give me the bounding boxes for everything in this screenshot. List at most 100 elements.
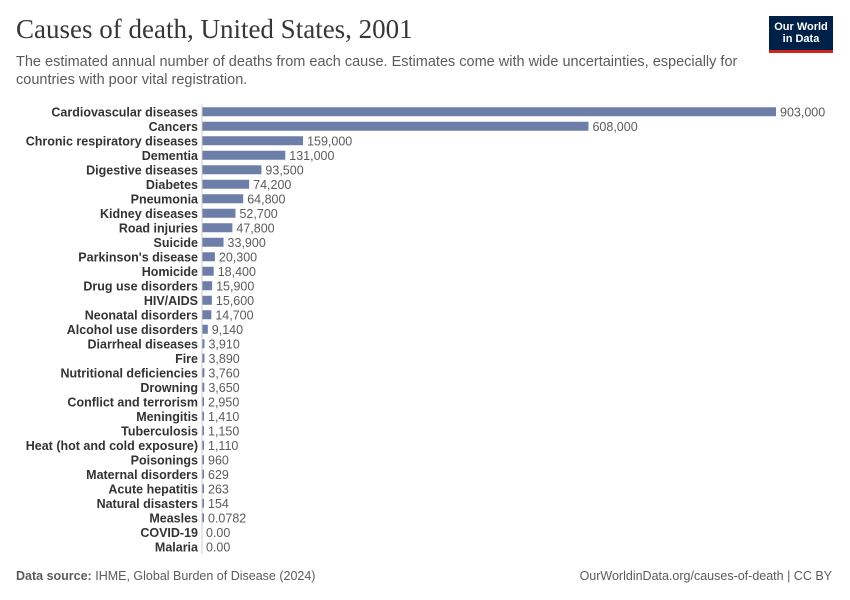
value-label: 20,300 <box>219 250 257 264</box>
value-label: 1,110 <box>208 439 238 453</box>
value-label: 1,410 <box>208 410 239 424</box>
category-label: Measles <box>149 511 198 525</box>
category-label: Dementia <box>142 149 199 163</box>
bar[interactable] <box>202 136 304 146</box>
bar[interactable] <box>202 194 244 204</box>
value-label: 159,000 <box>307 134 352 148</box>
category-label: Road injuries <box>119 221 198 235</box>
owid-logo[interactable]: Our World in Data <box>769 16 833 53</box>
bar[interactable] <box>202 397 204 407</box>
bar[interactable] <box>202 324 208 334</box>
bar[interactable] <box>202 368 205 378</box>
bar[interactable] <box>202 339 205 349</box>
bar[interactable] <box>202 310 212 320</box>
logo-line-2: in Data <box>782 33 820 45</box>
bar[interactable] <box>202 150 286 160</box>
bar[interactable] <box>202 426 204 436</box>
value-label: 3,890 <box>208 352 239 366</box>
category-label: Parkinson's disease <box>78 250 198 264</box>
data-source-text: IHME, Global Burden of Disease (2024) <box>95 569 316 583</box>
bar[interactable] <box>202 281 213 291</box>
category-label: Diarrheal diseases <box>88 337 199 351</box>
bar[interactable] <box>202 266 214 276</box>
category-label: HIV/AIDS <box>144 294 198 308</box>
category-label: Suicide <box>154 236 199 250</box>
category-label: Meningitis <box>136 410 198 424</box>
value-label: 14,700 <box>215 308 253 322</box>
category-label: Tuberculosis <box>121 424 198 438</box>
category-label: Maternal disorders <box>86 468 198 482</box>
category-label: Fire <box>175 352 198 366</box>
bar[interactable] <box>202 252 215 262</box>
bar[interactable] <box>202 455 204 465</box>
value-label: 154 <box>208 497 229 511</box>
category-label: Nutritional deficiencies <box>60 366 198 380</box>
logo-line-1: Our World <box>774 21 828 33</box>
value-label: 64,800 <box>247 192 285 206</box>
bar[interactable] <box>202 295 212 305</box>
bar[interactable] <box>202 469 204 479</box>
category-label: Natural disasters <box>97 497 198 511</box>
category-label: Malaria <box>155 540 199 554</box>
bar[interactable] <box>202 440 204 450</box>
category-label: Cardiovascular diseases <box>51 105 198 119</box>
bar[interactable] <box>202 208 236 218</box>
value-label: 52,700 <box>239 207 277 221</box>
value-label: 18,400 <box>218 265 256 279</box>
category-label: Heat (hot and cold exposure) <box>26 439 198 453</box>
value-label: 15,900 <box>216 279 254 293</box>
value-label: 15,600 <box>216 294 254 308</box>
category-label: Drug use disorders <box>83 279 198 293</box>
bar[interactable] <box>202 411 204 421</box>
value-label: 74,200 <box>253 178 291 192</box>
value-label: 0.00 <box>206 540 230 554</box>
chart-title: Causes of death, United States, 2001 <box>16 14 413 44</box>
category-label: COVID-19 <box>140 526 198 540</box>
bar[interactable] <box>202 513 204 523</box>
value-label: 9,140 <box>212 323 243 337</box>
value-label: 131,000 <box>289 149 334 163</box>
value-label: 3,760 <box>208 366 239 380</box>
bar[interactable] <box>202 121 589 131</box>
bar[interactable] <box>202 237 224 247</box>
category-label: Alcohol use disorders <box>67 323 198 337</box>
bar[interactable] <box>202 179 250 189</box>
category-label: Poisonings <box>131 453 198 467</box>
category-label: Conflict and terrorism <box>67 395 198 409</box>
category-label: Diabetes <box>146 178 198 192</box>
bar[interactable] <box>202 107 776 117</box>
value-label: 93,500 <box>265 163 303 177</box>
category-label: Digestive diseases <box>86 163 198 177</box>
category-label: Pneumonia <box>131 192 199 206</box>
category-label: Homicide <box>142 265 198 279</box>
value-label: 3,650 <box>208 381 239 395</box>
category-label: Cancers <box>149 120 198 134</box>
value-label: 960 <box>208 453 229 467</box>
bar[interactable] <box>202 223 233 233</box>
value-label: 2,950 <box>208 395 239 409</box>
category-label: Chronic respiratory diseases <box>26 134 198 148</box>
chart-subtitle: The estimated annual number of deaths fr… <box>16 54 738 88</box>
category-label: Kidney diseases <box>100 207 198 221</box>
footer-link[interactable]: OurWorldinData.org/causes-of-death | CC … <box>579 569 832 583</box>
value-label: 1,150 <box>208 424 239 438</box>
value-label: 263 <box>208 482 229 496</box>
bar[interactable] <box>202 353 205 363</box>
value-label: 47,800 <box>236 221 274 235</box>
data-source: Data source: IHME, Global Burden of Dise… <box>16 569 315 583</box>
value-label: 0.00 <box>206 526 230 540</box>
category-label: Acute hepatitis <box>108 482 198 496</box>
category-label: Neonatal disorders <box>85 308 198 322</box>
value-label: 608,000 <box>592 120 637 134</box>
value-label: 3,910 <box>208 337 239 351</box>
value-label: 903,000 <box>780 105 825 119</box>
bar[interactable] <box>202 498 204 508</box>
data-source-label: Data source: <box>16 569 92 583</box>
category-label: Drowning <box>140 381 198 395</box>
value-label: 0.0782 <box>208 511 246 525</box>
bar[interactable] <box>202 382 205 392</box>
bar[interactable] <box>202 484 204 494</box>
bar[interactable] <box>202 165 262 175</box>
value-label: 629 <box>208 468 229 482</box>
